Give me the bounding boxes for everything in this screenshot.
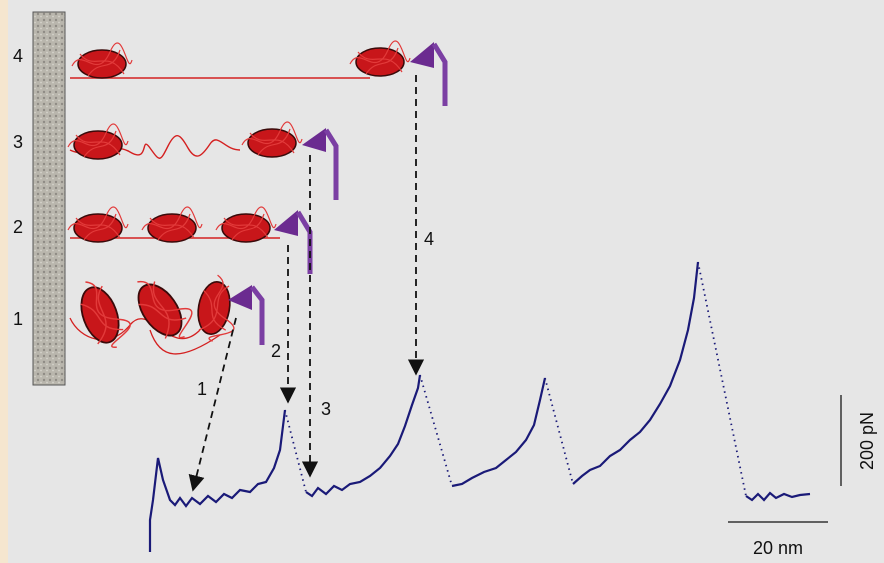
arrows xyxy=(188,75,425,492)
force-trace xyxy=(148,261,811,552)
surface xyxy=(32,11,66,386)
distance-scale-label: 20 nm xyxy=(753,538,803,558)
arrow-label: 2 xyxy=(271,341,281,361)
row-label: 1 xyxy=(13,309,23,329)
arrow-label: 4 xyxy=(424,229,434,249)
force-scale-label: 200 pN xyxy=(857,412,877,470)
molecule-row xyxy=(70,40,448,106)
row-label: 3 xyxy=(13,132,23,152)
row-label: 2 xyxy=(13,217,23,237)
arrow-label: 1 xyxy=(197,379,207,399)
molecule-row xyxy=(67,121,339,200)
row-label: 4 xyxy=(13,46,23,66)
arrow-label: 3 xyxy=(321,399,331,419)
molecule-row xyxy=(69,265,265,356)
